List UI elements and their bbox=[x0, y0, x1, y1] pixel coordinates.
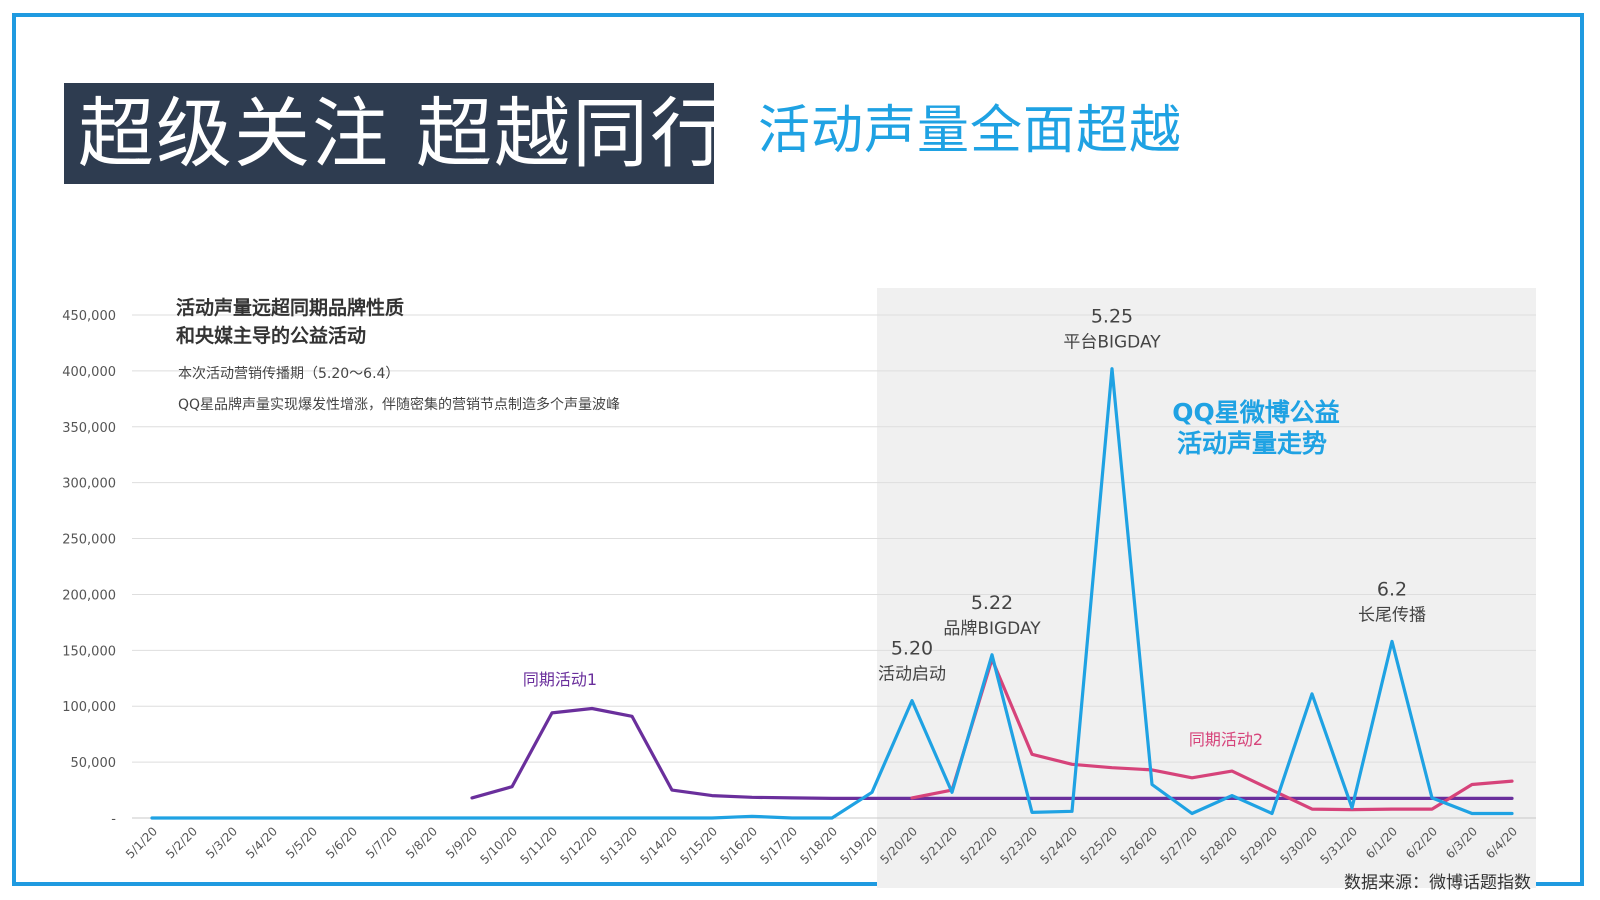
series-line-2 bbox=[910, 657, 1514, 812]
y-tick-label: 400,000 bbox=[62, 365, 116, 380]
x-tick-label: 5/14/20 bbox=[638, 824, 681, 867]
y-tick-label: 150,000 bbox=[62, 644, 116, 659]
x-tick-label: 5/1/20 bbox=[123, 824, 160, 861]
x-tick-label: 5/18/20 bbox=[798, 824, 841, 867]
y-tick-label: - bbox=[111, 812, 116, 827]
x-tick-label: 5/7/20 bbox=[363, 824, 400, 861]
x-tick-label: 5/6/20 bbox=[323, 824, 360, 861]
x-tick-label: 5/8/20 bbox=[403, 824, 440, 861]
headline-line-2: 和央媒主导的公益活动 bbox=[176, 325, 367, 347]
annotation-label: 长尾传播 bbox=[1358, 605, 1426, 625]
x-tick-label: 5/11/20 bbox=[518, 824, 561, 867]
annotation-date: 5.20 bbox=[891, 638, 933, 660]
x-tick-label: 5/3/20 bbox=[203, 824, 240, 861]
y-tick-label: 450,000 bbox=[62, 309, 116, 324]
series-label-peer-event-2: 同期活动2 bbox=[1189, 730, 1263, 749]
note-line-1: 本次活动营销传播期（5.20～6.4） bbox=[178, 366, 400, 382]
x-tick-label: 5/13/20 bbox=[598, 824, 641, 867]
series-line-0 bbox=[150, 367, 1514, 820]
annotation-date: 5.22 bbox=[971, 592, 1013, 614]
annotation-label: 品牌BIGDAY bbox=[943, 619, 1041, 639]
chart-title-line1: QQ星微博公益 bbox=[1172, 398, 1340, 427]
y-tick-label: 50,000 bbox=[71, 756, 117, 771]
x-tick-label: 5/19/20 bbox=[838, 824, 881, 867]
x-tick-label: 5/9/20 bbox=[443, 824, 480, 861]
headline-note: 活动声量远超同期品牌性质 和央媒主导的公益活动 bbox=[176, 294, 404, 350]
y-tick-label: 250,000 bbox=[62, 533, 116, 548]
page-subtitle: 活动声量全面超越 bbox=[758, 101, 1183, 161]
y-tick-label: 100,000 bbox=[62, 700, 116, 715]
y-tick-label: 300,000 bbox=[62, 477, 116, 492]
annotation-date: 5.25 bbox=[1091, 306, 1133, 328]
chart-title-line2: 活动声量走势 bbox=[1177, 429, 1327, 458]
page-title: 超级关注 超越同行 bbox=[64, 83, 726, 184]
series-line-1 bbox=[470, 706, 1514, 800]
annotation-label: 活动启动 bbox=[878, 665, 946, 685]
x-tick-label: 5/12/20 bbox=[558, 824, 601, 867]
note-line-2: QQ星品牌声量实现爆发性增涨，伴随密集的营销节点制造多个声量波峰 bbox=[178, 397, 621, 413]
campaign-period-shade bbox=[877, 288, 1536, 888]
peak-annotations: 5.20 活动启动 5.22 品牌BIGDAY 5.25 平台BIGDAY 6.2 长尾传播 bbox=[878, 306, 1426, 685]
x-tick-label: 5/15/20 bbox=[678, 824, 721, 867]
annotation-label: 平台BIGDAY bbox=[1063, 333, 1161, 353]
x-tick-label: 5/4/20 bbox=[243, 824, 280, 861]
headline-line-1: 活动声量远超同期品牌性质 bbox=[176, 297, 405, 319]
slide-frame bbox=[12, 13, 1584, 886]
y-tick-labels: - 50,000 100,000 150,000 200,000 250,000 300,0… bbox=[62, 309, 116, 827]
y-tick-label: 200,000 bbox=[62, 588, 116, 603]
x-tick-label: 5/2/20 bbox=[163, 824, 200, 861]
series-lines bbox=[150, 367, 1514, 820]
x-tick-label: 5/10/20 bbox=[478, 824, 521, 867]
y-tick-label: 350,000 bbox=[62, 421, 116, 436]
x-tick-label: 5/16/20 bbox=[718, 824, 761, 867]
series-label-peer-event-1: 同期活动1 bbox=[523, 670, 597, 689]
annotation-date: 6.2 bbox=[1377, 578, 1407, 600]
x-tick-label: 5/17/20 bbox=[758, 824, 801, 867]
data-source: 数据来源：微博话题指数 bbox=[1344, 873, 1531, 893]
x-tick-label: 5/5/20 bbox=[283, 824, 320, 861]
